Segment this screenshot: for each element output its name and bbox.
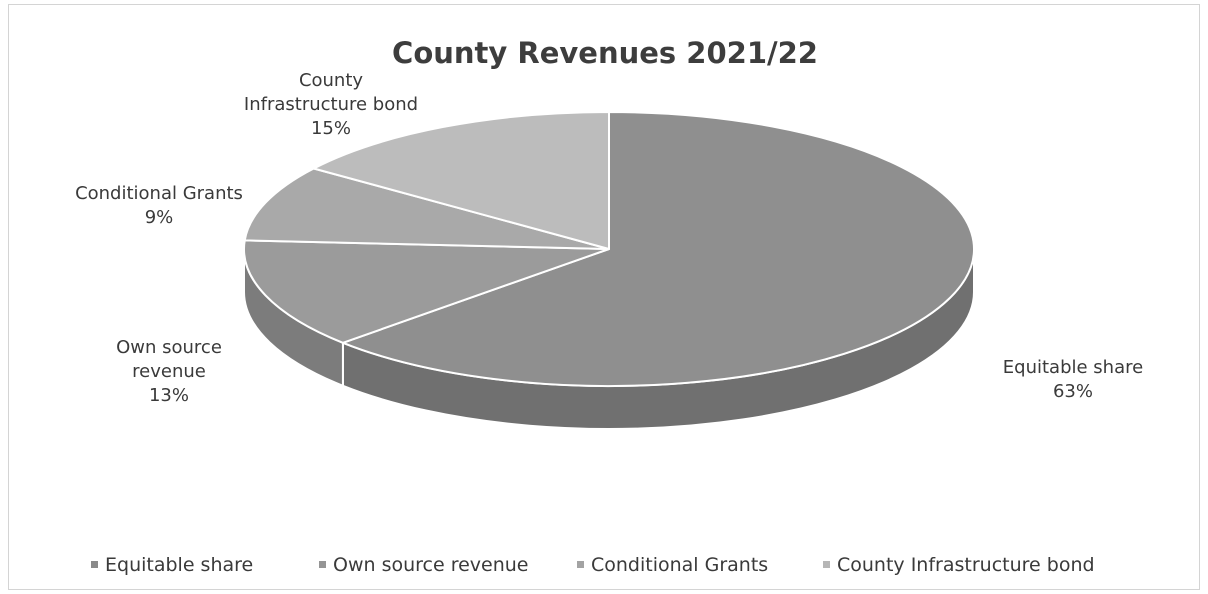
slice-label-line: 15% xyxy=(311,118,351,139)
legend-label: Own source revenue xyxy=(333,554,529,576)
pie-chart: County Revenues 2021/22 Equitable share 6… xyxy=(75,36,1143,576)
legend-item-own-source-revenue: Own source revenue xyxy=(319,554,529,576)
legend-marker xyxy=(319,561,326,568)
slice-label-line: revenue xyxy=(132,361,206,382)
slice-label-line: 9% xyxy=(145,207,174,228)
legend-label: County Infrastructure bond xyxy=(837,554,1095,576)
slice-label-equitable-share: Equitable share 63% xyxy=(1003,357,1143,402)
pie-slice-county-infrastructure-bond xyxy=(312,111,610,250)
legend-label: Conditional Grants xyxy=(591,554,768,576)
pie-slice-conditional-grants xyxy=(243,167,610,250)
legend-item-equitable-share: Equitable share xyxy=(91,554,253,576)
legend-marker xyxy=(91,561,98,568)
slice-label-own-source-revenue: Own source revenue 13% xyxy=(116,337,222,406)
legend-marker xyxy=(577,561,584,568)
slice-label-line: Own source xyxy=(116,337,222,358)
legend-label: Equitable share xyxy=(105,554,253,576)
pie-slice-own-source-revenue xyxy=(243,239,610,344)
slice-label-line: County xyxy=(299,70,363,91)
chart-frame: County Revenues 2021/22 Equitable share 6… xyxy=(8,4,1200,590)
slice-label-conditional-grants: Conditional Grants 9% xyxy=(75,183,243,228)
legend: Equitable share Own source revenue Conditi… xyxy=(91,554,1095,576)
slice-label-group: Equitable share 63% Own source revenue 13% Co… xyxy=(75,70,1143,406)
pie-slice-equitable-share xyxy=(341,111,975,387)
slice-label-line: 13% xyxy=(149,385,189,406)
legend-marker xyxy=(823,561,830,568)
pie-top-group xyxy=(243,111,975,387)
legend-item-conditional-grants: Conditional Grants xyxy=(577,554,768,576)
chart-title: County Revenues 2021/22 xyxy=(392,36,818,70)
slice-label-line: Equitable share xyxy=(1003,357,1143,378)
slice-label-line: 63% xyxy=(1053,381,1093,402)
slice-label-county-infrastructure-bond: County Infrastructure bond 15% xyxy=(244,70,418,139)
slice-label-line: Infrastructure bond xyxy=(244,94,418,115)
slice-label-line: Conditional Grants xyxy=(75,183,243,204)
legend-item-county-infrastructure-bond: County Infrastructure bond xyxy=(823,554,1095,576)
